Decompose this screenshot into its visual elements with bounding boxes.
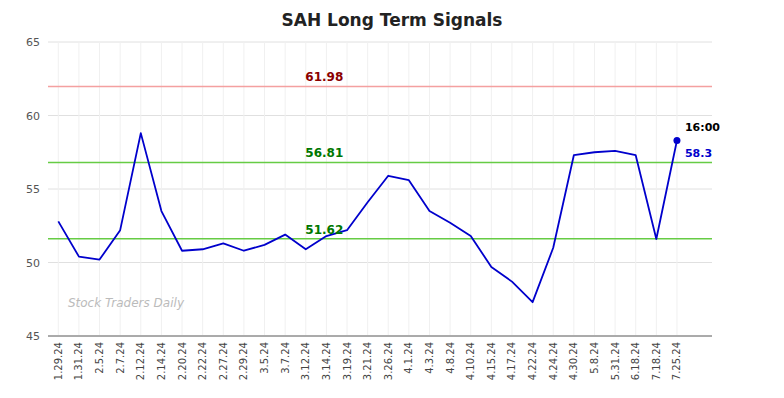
plot-area	[48, 86, 712, 302]
x-tick-label: 4.24.24	[548, 342, 559, 380]
x-tick-label: 7.18.24	[651, 342, 662, 380]
x-tick-label: 4.8.24	[445, 342, 456, 374]
watermark: Stock Traders Daily	[68, 296, 185, 310]
x-tick-label: 3.5.24	[259, 342, 270, 374]
background	[0, 0, 784, 398]
x-tick-label: 4.1.24	[403, 342, 414, 374]
x-tick-label: 3.14.24	[321, 342, 332, 380]
x-tick-label: 2.27.24	[218, 342, 229, 380]
x-tick-label: 5.31.24	[610, 342, 621, 380]
reference-label: 51.62	[305, 223, 343, 237]
x-tick-label: 3.7.24	[280, 342, 291, 374]
y-tick-label: 65	[26, 36, 40, 49]
x-tick-label: 4.22.24	[527, 342, 538, 380]
x-tick-label: 3.12.24	[300, 342, 311, 380]
x-tick-label: 1.31.24	[73, 342, 84, 380]
grid-line	[48, 42, 712, 43]
x-tick-label: 2.20.24	[177, 342, 188, 380]
grid-line	[48, 262, 712, 263]
chart: SAH Long Term Signals 45 50 55 60 65 1.29.24 1.…	[0, 0, 784, 398]
x-tick-label: 3.21.24	[362, 342, 373, 380]
x-tick-label: 4.30.24	[568, 342, 579, 380]
grid-line	[48, 115, 712, 116]
x-tick-label: 6.18.24	[630, 342, 641, 380]
reference-label: 61.98	[305, 70, 343, 84]
y-tick-label: 55	[26, 183, 40, 196]
last-point	[673, 137, 680, 144]
x-tick-label: 7.25.24	[671, 342, 682, 380]
page: {"chart_data": {"type": "line", "title":…	[0, 0, 784, 398]
annotation: 16:00	[685, 121, 720, 134]
grid	[48, 42, 712, 336]
x-tick-label: 4.3.24	[424, 342, 435, 374]
title: SAH Long Term Signals	[282, 10, 503, 30]
x-tick-label: 5.8.24	[589, 342, 600, 374]
x-tick-label: 3.26.24	[383, 342, 394, 380]
x-tick-label: 2.7.24	[115, 342, 126, 374]
x-tick-label: 4.10.24	[465, 342, 476, 380]
x-tick-label: 2.14.24	[156, 342, 167, 380]
x-tick-label: 1.29.24	[53, 342, 64, 380]
x-tick-label: 2.5.24	[94, 342, 105, 374]
annotation: 58.3	[685, 147, 712, 160]
y-tick-label: 50	[26, 257, 40, 270]
reference-label: 56.81	[305, 146, 343, 160]
x-tick-label: 3.19.24	[342, 342, 353, 380]
y-tick-label: 45	[26, 330, 40, 343]
y-tick-label: 60	[26, 110, 40, 123]
price-line	[58, 133, 677, 302]
x-tick-label: 2.29.24	[238, 342, 249, 380]
x-tick-label: 2.22.24	[197, 342, 208, 380]
x-tick-label: 4.17.24	[506, 342, 517, 380]
grid-line	[48, 336, 712, 337]
reference-line	[48, 86, 712, 88]
x-tick-label: 4.15.24	[486, 342, 497, 380]
grid-line	[48, 189, 712, 190]
x-axis-line	[48, 336, 712, 337]
reference-line	[48, 238, 712, 240]
x-tick-label: 2.12.24	[135, 342, 146, 380]
